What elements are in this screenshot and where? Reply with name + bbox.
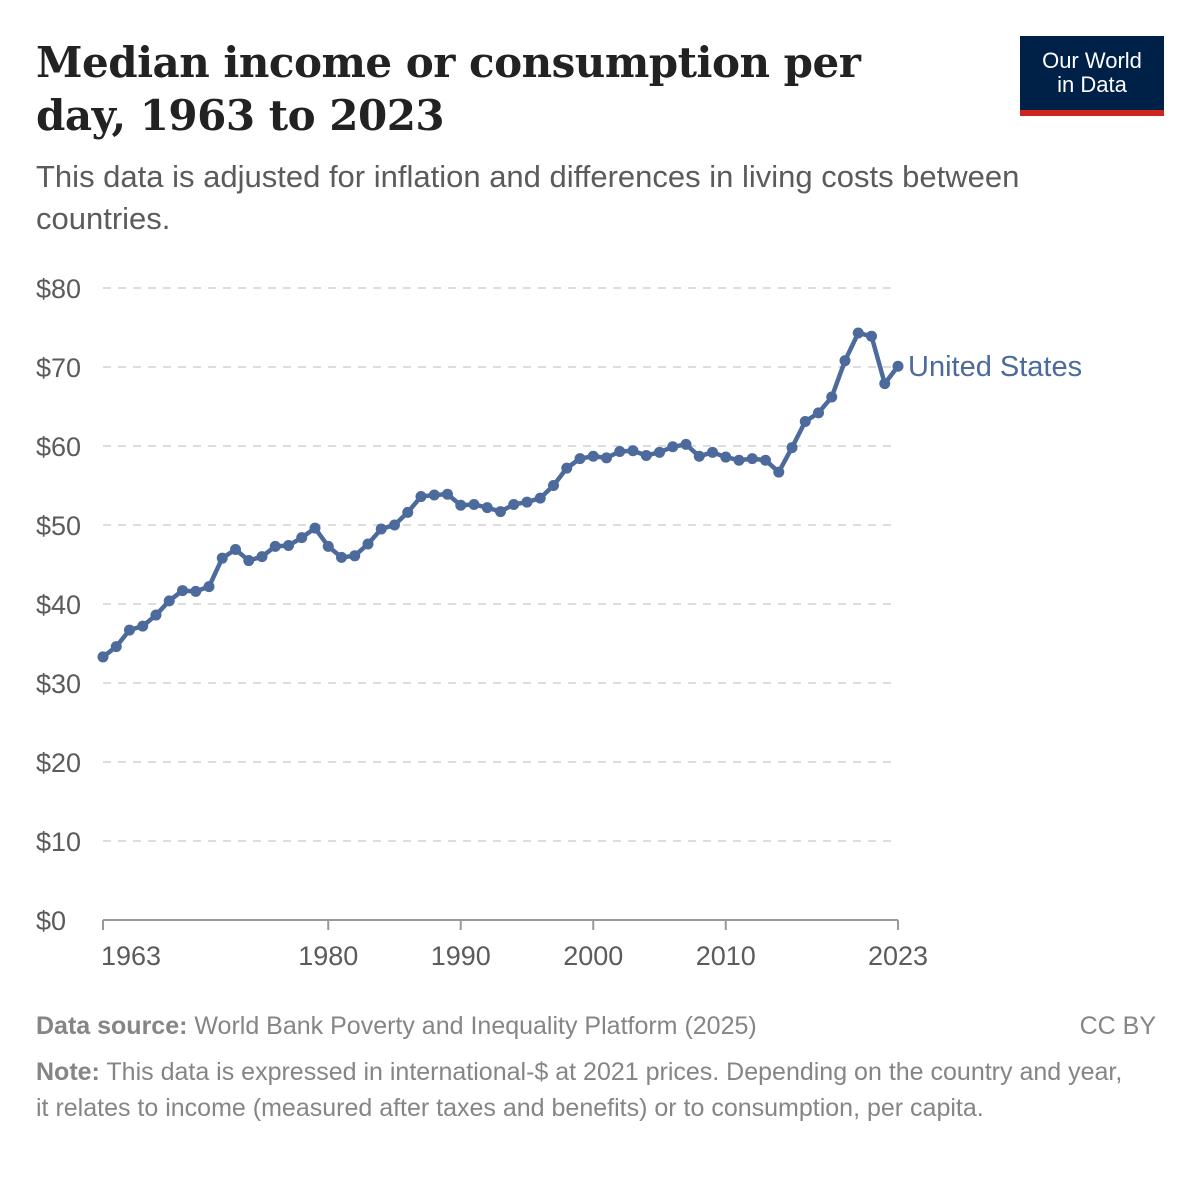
data-point[interactable] xyxy=(455,499,467,511)
x-tick-label: 1990 xyxy=(431,941,491,971)
x-tick-label: 2000 xyxy=(563,941,623,971)
data-point[interactable] xyxy=(839,355,851,367)
data-point[interactable] xyxy=(322,540,334,552)
chart-title: Median income or consumption per day, 19… xyxy=(36,38,861,140)
data-point[interactable] xyxy=(442,488,453,500)
data-point[interactable] xyxy=(468,498,480,510)
data-point[interactable] xyxy=(640,449,652,461)
data-point[interactable] xyxy=(110,641,122,653)
data-point[interactable] xyxy=(177,585,188,597)
series-label-united-states[interactable]: United States xyxy=(908,351,1082,383)
data-point[interactable] xyxy=(826,391,838,403)
x-tick-label: 1963 xyxy=(101,941,161,971)
y-tick-label: $10 xyxy=(36,827,81,857)
data-point[interactable] xyxy=(866,330,877,342)
data-point[interactable] xyxy=(97,651,109,663)
note-label: Note: xyxy=(36,1058,100,1086)
axes: $0 $10 $20 $30 $40 $50 $60 $70 $80 1963 1980 1990 20… xyxy=(36,274,928,971)
data-point[interactable] xyxy=(813,407,824,419)
data-point[interactable] xyxy=(601,452,612,464)
data-point[interactable] xyxy=(137,620,149,632)
data-point[interactable] xyxy=(508,498,520,510)
y-tick-label: $80 xyxy=(36,274,81,304)
owid-logo[interactable]: Our World in Data xyxy=(1020,36,1164,116)
data-point[interactable] xyxy=(521,496,533,508)
data-point[interactable] xyxy=(799,416,811,428)
series-line[interactable] xyxy=(100,330,901,660)
note-text: This data is expressed in international-… xyxy=(36,1058,1123,1122)
x-tick-label: 2023 xyxy=(868,941,928,971)
data-point[interactable] xyxy=(667,441,679,453)
data-point[interactable] xyxy=(693,450,705,462)
data-point[interactable] xyxy=(256,551,268,563)
data-point[interactable] xyxy=(124,624,135,636)
license-link[interactable]: CC BY xyxy=(1079,1012,1156,1040)
series-united-states[interactable]: United States xyxy=(97,327,1083,663)
data-point[interactable] xyxy=(852,327,864,339)
source-label: Data source: xyxy=(36,1012,188,1040)
logo-line-1: Our World xyxy=(1042,48,1142,73)
data-point[interactable] xyxy=(574,453,586,465)
data-point[interactable] xyxy=(879,378,891,390)
source-text[interactable]: World Bank Poverty and Inequality Platfo… xyxy=(194,1012,757,1040)
data-point[interactable] xyxy=(773,466,785,478)
data-point[interactable] xyxy=(309,522,321,534)
data-point[interactable] xyxy=(614,446,626,458)
data-point[interactable] xyxy=(283,540,294,552)
y-tick-label: $0 xyxy=(36,906,66,936)
data-point[interactable] xyxy=(587,450,599,462)
data-source: Data source: World Bank Poverty and Ineq… xyxy=(36,1008,1160,1044)
logo-line-2: in Data xyxy=(1057,72,1127,97)
data-point[interactable] xyxy=(362,538,374,550)
data-point[interactable] xyxy=(243,555,255,567)
x-tick-label: 1980 xyxy=(298,941,358,971)
data-point[interactable] xyxy=(481,502,493,514)
chart-subtitle: This data is adjusted for inflation and … xyxy=(36,159,1020,236)
data-point[interactable] xyxy=(150,609,162,621)
chart-note: Note: This data is expressed in internat… xyxy=(36,1054,1136,1126)
data-point[interactable] xyxy=(428,489,440,501)
data-point[interactable] xyxy=(269,540,281,552)
data-point[interactable] xyxy=(203,581,215,593)
data-point[interactable] xyxy=(216,552,228,564)
grid-lines xyxy=(103,287,898,842)
y-tick-label: $40 xyxy=(36,590,81,620)
data-point[interactable] xyxy=(892,360,904,372)
data-point[interactable] xyxy=(296,532,308,544)
data-point[interactable] xyxy=(627,445,639,457)
data-point[interactable] xyxy=(336,551,347,563)
data-point[interactable] xyxy=(760,454,771,466)
y-tick-label: $30 xyxy=(36,669,81,699)
data-point[interactable] xyxy=(230,543,241,555)
data-point[interactable] xyxy=(720,451,732,463)
data-point[interactable] xyxy=(349,550,361,562)
data-point[interactable] xyxy=(402,506,414,518)
data-point[interactable] xyxy=(733,454,745,466)
y-tick-label: $60 xyxy=(36,432,81,462)
data-point[interactable] xyxy=(534,492,546,504)
line-chart: $0 $10 $20 $30 $40 $50 $60 $70 $80 1963 1980 1990 20… xyxy=(36,274,1083,971)
data-point[interactable] xyxy=(548,480,559,491)
y-tick-label: $20 xyxy=(36,748,81,778)
data-point[interactable] xyxy=(680,438,692,450)
y-tick-label: $70 xyxy=(36,353,81,383)
data-point[interactable] xyxy=(163,595,175,607)
data-point[interactable] xyxy=(415,491,427,503)
y-tick-label: $50 xyxy=(36,511,81,541)
data-point[interactable] xyxy=(654,446,665,458)
x-tick-label: 2010 xyxy=(696,941,756,971)
data-point[interactable] xyxy=(707,446,718,458)
data-point[interactable] xyxy=(495,506,506,518)
data-point[interactable] xyxy=(375,523,387,535)
data-point[interactable] xyxy=(746,453,758,465)
data-point[interactable] xyxy=(389,519,400,531)
data-point[interactable] xyxy=(786,442,798,454)
data-point[interactable] xyxy=(561,462,573,474)
data-point[interactable] xyxy=(190,585,202,597)
